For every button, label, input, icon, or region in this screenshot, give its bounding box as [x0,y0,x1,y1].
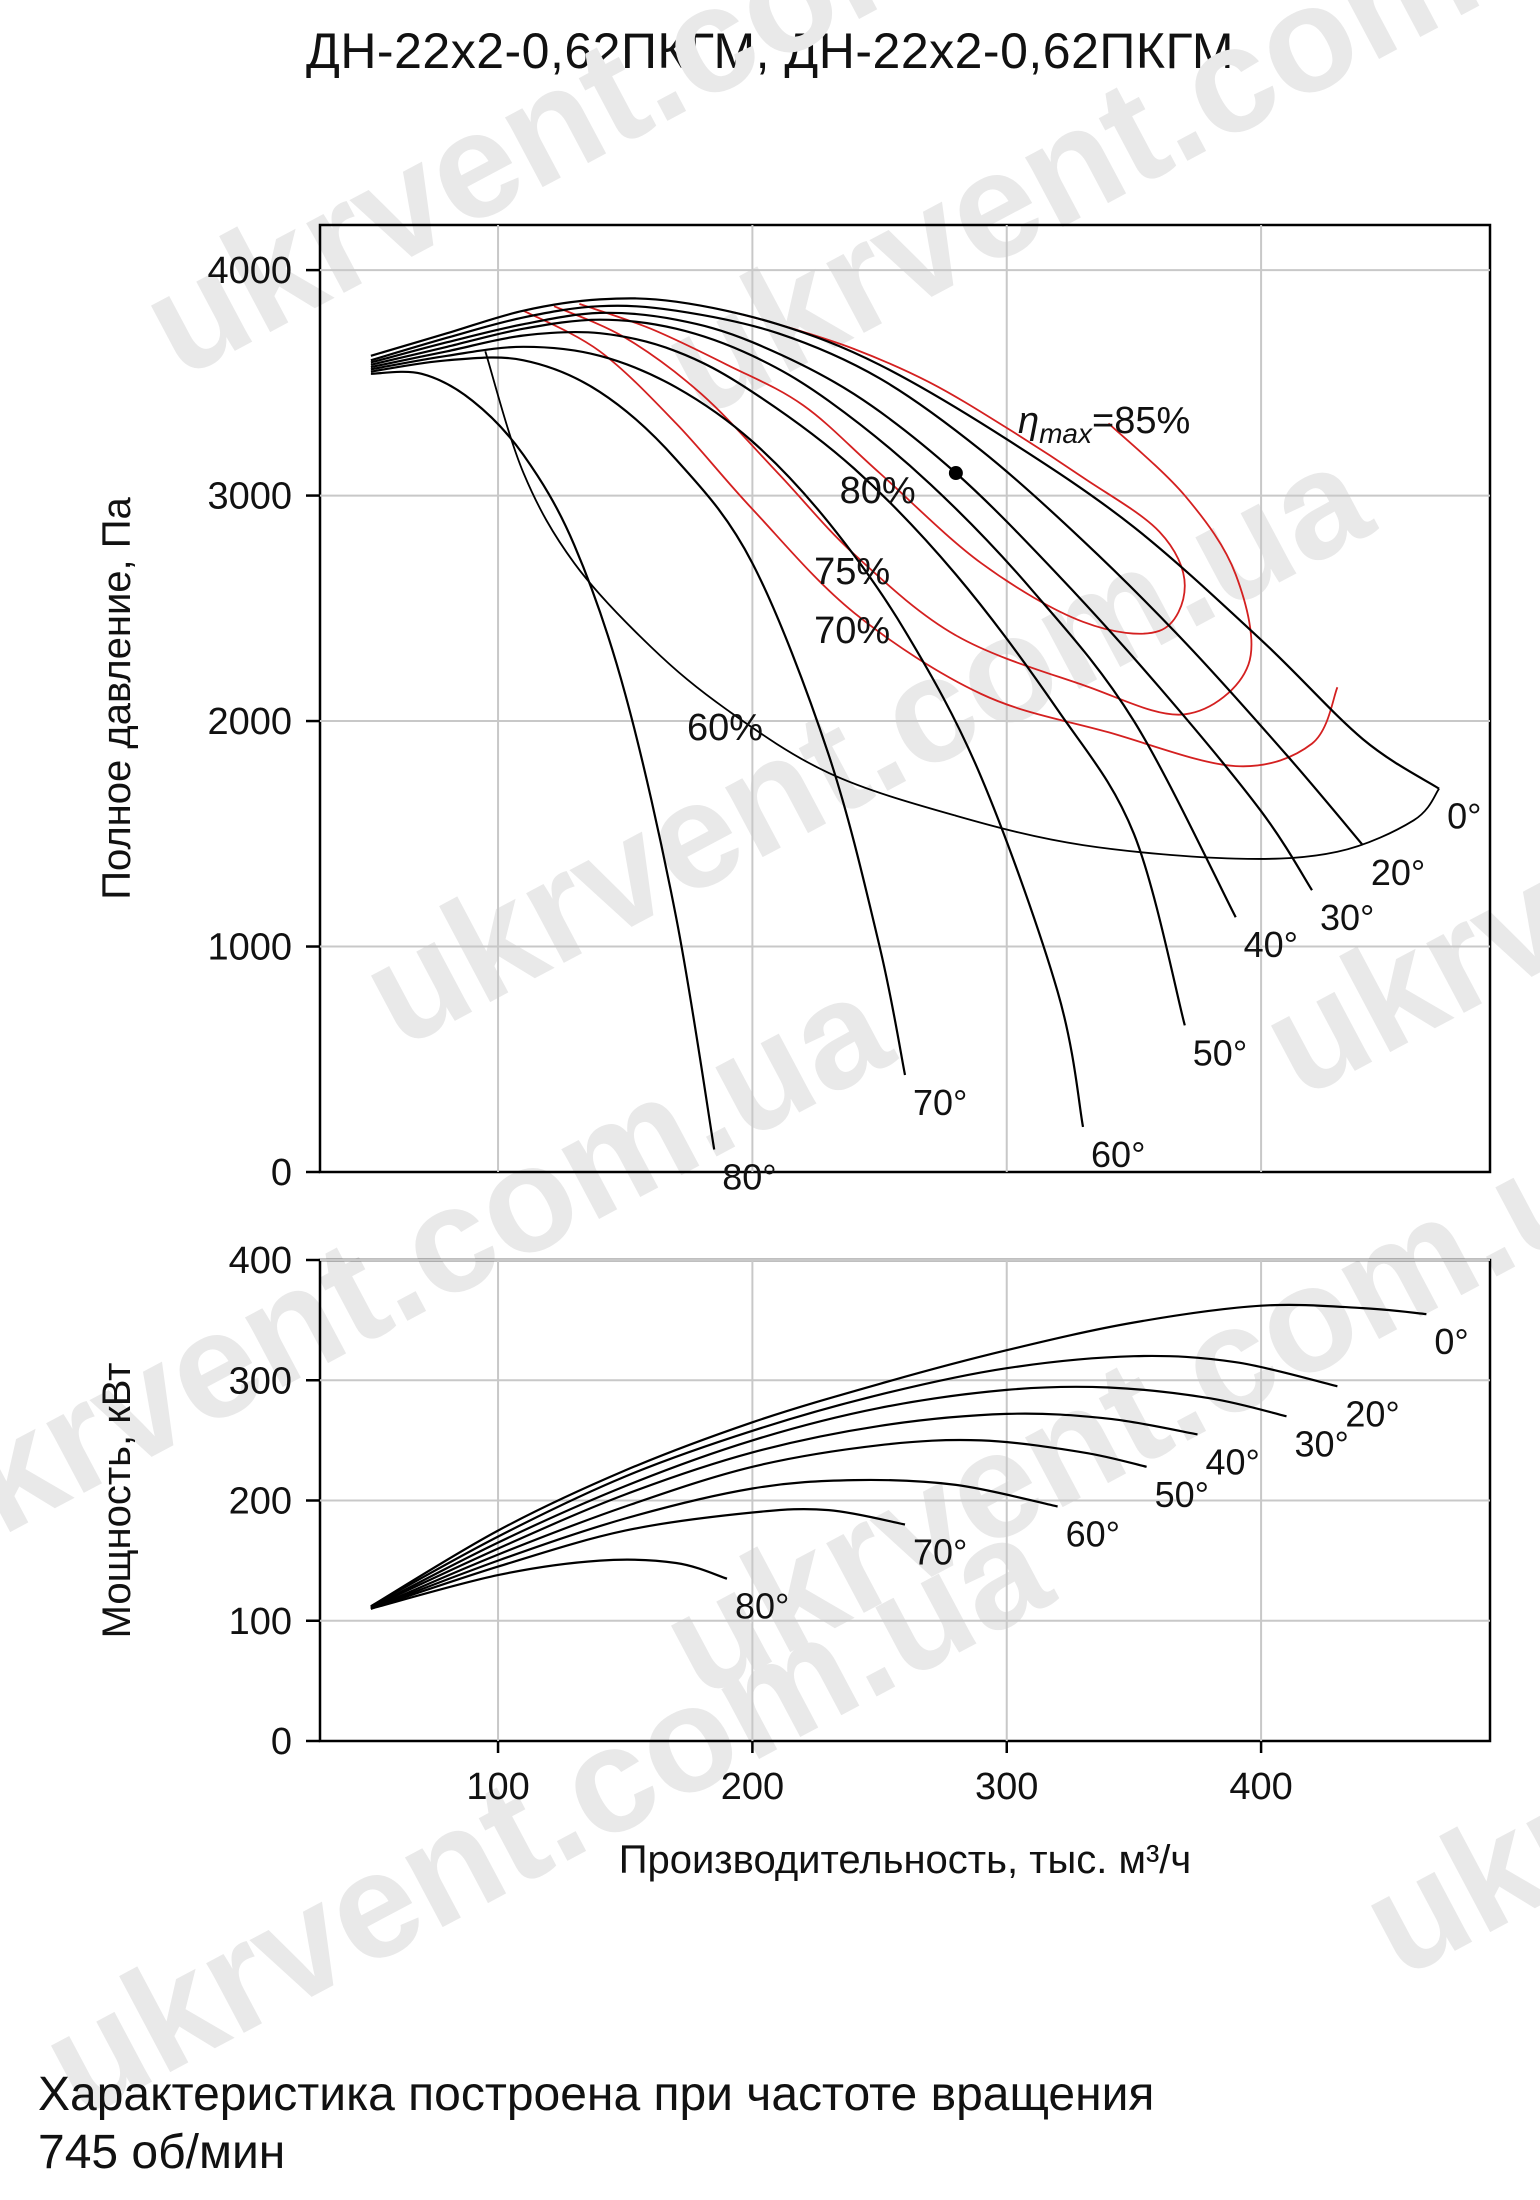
power-xtick-label: 100 [466,1766,529,1808]
pressure-ytick-label: 0 [271,1152,292,1194]
x-axis-label: Производительность, тыс. м³/ч [619,1838,1192,1882]
power-ytick-label: 0 [271,1721,292,1763]
efficiency-contour-label: 80% [840,470,916,512]
power-series-label: 40° [1206,1441,1260,1482]
footnote: Характеристика построена при частоте вра… [38,2066,1488,2182]
efficiency-contour-80pct [579,303,1186,635]
watermark-text: ukrvent.com.ua [16,1479,1075,2149]
pressure-ytick-label: 4000 [207,250,292,292]
eta-max-label: ηmax=85% [1018,400,1190,449]
pressure-series-label: 50° [1193,1032,1247,1073]
eta-symbol: η [1018,400,1039,442]
pressure-series-80deg [370,370,716,1150]
power-ytick-label: 200 [229,1481,292,1523]
power-ytick-label: 400 [229,1240,292,1282]
efficiency-contour-label: 75% [814,551,890,593]
eta-subscript: max [1039,418,1093,449]
footnote-line2: 745 об/мин [38,2126,286,2179]
pressure-series-0deg [370,297,1440,790]
pressure-series-70deg [370,356,907,1076]
watermark-text: ukrvent.com.ua [1336,1339,1540,2009]
pressure-series-label: 60° [1091,1134,1145,1175]
power-series-label: 70° [913,1532,967,1573]
power-series-label: 50° [1155,1474,1209,1515]
efficiency-contour-75pct [553,305,1253,716]
pressure-series-20deg [370,304,1364,846]
pressure-series-label: 30° [1320,897,1374,938]
power-series-0deg [370,1303,1427,1608]
eta-value: =85% [1092,400,1190,442]
pressure-ytick-label: 3000 [207,476,292,518]
efficiency-contour-60pct [484,351,1440,860]
power-xtick-label: 200 [721,1766,784,1808]
power-series-label: 30° [1295,1423,1349,1464]
power-series-label: 0° [1434,1321,1468,1362]
pressure-series-label: 40° [1244,924,1298,965]
power-series-label: 80° [735,1586,789,1627]
pressure-ytick-label: 2000 [207,701,292,743]
pressure-series-40deg [370,318,1237,918]
power-ytick-label: 100 [229,1601,292,1643]
pressure-series-label: 70° [913,1082,967,1123]
power-series-40deg [370,1412,1198,1609]
efficiency-contours [484,303,1440,860]
power-series-80deg [370,1558,728,1610]
power-series-50deg [370,1438,1147,1610]
power-series-label: 60° [1066,1514,1120,1555]
pressure-series-label: 20° [1371,852,1425,893]
footnote-line1: Характеристика построена при частоте вра… [38,2068,1155,2121]
pressure-series-50deg [370,330,1186,1026]
efficiency-contour-70pct [523,309,1339,768]
pressure-y-axis-label: Полное давление, Па [95,496,139,899]
pressure-frame [318,223,1492,1174]
power-ytick-label: 300 [229,1360,292,1402]
power-series-label: 20° [1345,1393,1399,1434]
power-xtick-label: 400 [1229,1766,1292,1808]
efficiency-contour-label: 70% [814,610,890,652]
power-y-axis-label: Мощность, кВт [95,1363,139,1639]
pressure-series-label: 0° [1447,796,1481,837]
curve-layer [370,297,1440,1610]
page-title: ДН-22х2-0,62ПКГМ, ДН-22х2-0,62ПКГМ [305,23,1235,79]
efficiency-contour-label: 60% [687,707,763,749]
power-series-70deg [370,1507,906,1610]
eta-max-point [948,466,963,481]
power-xtick-label: 300 [975,1766,1038,1808]
pressure-series-label: 80° [722,1156,776,1197]
power-series-60deg [370,1478,1058,1610]
pressure-series-60deg [370,345,1085,1128]
power-series-30deg [370,1385,1287,1609]
pressure-ytick-label: 1000 [207,927,292,969]
pressure-series-30deg [370,311,1313,891]
power-series-20deg [370,1354,1338,1608]
